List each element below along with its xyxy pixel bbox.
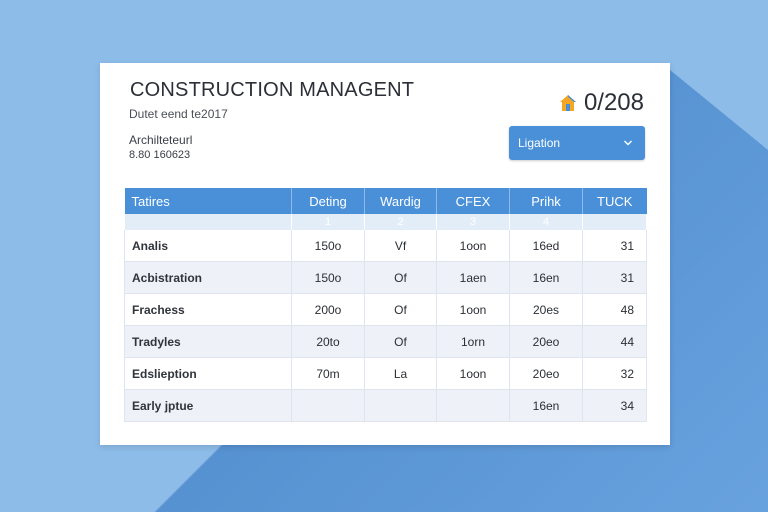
table-cell: Vf <box>364 230 437 262</box>
data-table: Tatires Deting Wardig CFEX Prihk TUCK 1 … <box>124 188 647 422</box>
table-row[interactable]: Early jptue 16en 34 <box>124 389 647 422</box>
table-cell <box>291 389 365 422</box>
project-card: CONSTRUCTION MANAGENT Dutet eend te2017 … <box>100 63 670 445</box>
table-cell: 20eo <box>509 325 583 358</box>
dropdown-value: Ligation <box>518 136 561 150</box>
table-row[interactable]: Acbistration 150o Of 1aen 16en 31 <box>124 261 647 294</box>
table-row[interactable]: Frachess 200o Of 1oon 20es 48 <box>124 293 647 326</box>
counter-value: 0/208 <box>583 89 644 116</box>
column-subheader: 2 <box>364 214 437 230</box>
table-cell: 16ed <box>509 230 583 262</box>
column-subheader: 3 <box>436 214 510 230</box>
table-row[interactable]: Analis 150o Vf 1oon 16ed 31 <box>124 230 647 262</box>
table-cell: 20es <box>509 293 583 326</box>
column-subheader <box>124 214 292 230</box>
chevron-down-icon <box>624 140 632 146</box>
table-cell: Frachess <box>124 293 292 326</box>
table-cell: 20to <box>291 325 365 358</box>
column-header[interactable]: Tatires <box>124 188 292 214</box>
table-cell: 1oon <box>436 230 510 262</box>
ligation-dropdown[interactable]: Ligation <box>509 126 645 160</box>
architect-code: 8.80 160623 <box>129 149 191 161</box>
column-header[interactable]: Prihk <box>509 188 583 214</box>
table-cell: 20eo <box>509 357 583 390</box>
column-header[interactable]: Deting <box>291 188 365 214</box>
table-cell: Of <box>364 325 437 358</box>
table-cell: 48 <box>582 293 647 326</box>
project-counter: 0/208 <box>558 89 644 117</box>
column-header[interactable]: TUCK <box>582 188 647 214</box>
table-cell: Tradyles <box>124 325 292 358</box>
table-row[interactable]: Edslieption 70m La 1oon 20eo 32 <box>124 357 647 390</box>
table-cell <box>364 389 437 422</box>
column-subheader: 4 <box>509 214 583 230</box>
table-cell: 70m <box>291 357 365 390</box>
page-title: CONSTRUCTION MANAGENT <box>130 79 415 101</box>
table-cell: Of <box>364 261 437 294</box>
table-cell: Edslieption <box>124 357 292 390</box>
table-cell: Acbistration <box>124 261 292 294</box>
column-subheader <box>582 214 647 230</box>
architect-label: Archilteteurl <box>129 133 193 147</box>
table-cell: 31 <box>582 261 647 294</box>
table-cell: 1oon <box>436 357 510 390</box>
table-cell: La <box>364 357 437 390</box>
table-cell: Early jptue <box>124 389 292 422</box>
table-cell: 16en <box>509 389 583 422</box>
table-header-row: Tatires Deting Wardig CFEX Prihk TUCK <box>124 188 647 214</box>
table-cell: 44 <box>582 325 647 358</box>
table-cell: 200o <box>291 293 365 326</box>
table-cell: 1oon <box>436 293 510 326</box>
column-header[interactable]: Wardig <box>364 188 437 214</box>
column-header[interactable]: CFEX <box>436 188 510 214</box>
table-cell: 32 <box>582 357 647 390</box>
table-cell: 150o <box>291 230 365 262</box>
table-cell: Analis <box>124 230 292 262</box>
table-cell: 16en <box>509 261 583 294</box>
table-cell: 150o <box>291 261 365 294</box>
table-cell <box>436 389 510 422</box>
table-row[interactable]: Tradyles 20to Of 1orn 20eo 44 <box>124 325 647 358</box>
house-icon <box>559 95 576 111</box>
table-cell: 1orn <box>436 325 510 358</box>
table-cell: Of <box>364 293 437 326</box>
page-subtitle: Dutet eend te2017 <box>129 107 228 121</box>
table-subheader-row: 1 2 3 4 <box>124 214 647 230</box>
column-subheader: 1 <box>291 214 365 230</box>
table-cell: 34 <box>582 389 647 422</box>
table-cell: 1aen <box>436 261 510 294</box>
table-cell: 31 <box>582 230 647 262</box>
